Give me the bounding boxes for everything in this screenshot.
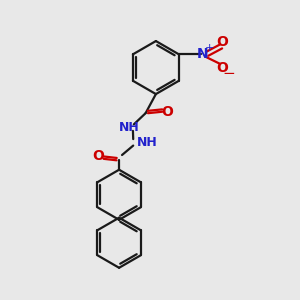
Text: O: O — [162, 105, 174, 119]
Text: N: N — [197, 47, 209, 61]
Text: NH: NH — [137, 136, 158, 149]
Text: O: O — [92, 149, 104, 164]
Text: O: O — [216, 61, 228, 75]
Text: −: − — [222, 66, 235, 81]
Text: NH: NH — [119, 121, 140, 134]
Text: O: O — [216, 34, 228, 49]
Text: +: + — [205, 43, 214, 53]
